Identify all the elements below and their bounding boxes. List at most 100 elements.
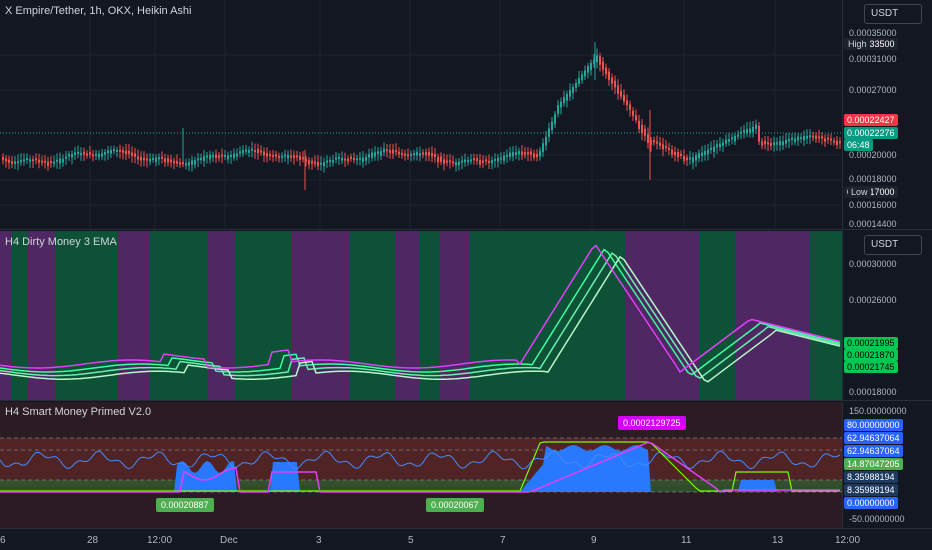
- candle-body: [143, 157, 145, 161]
- currency-unit-button[interactable]: USDT: [864, 4, 922, 24]
- price-pane[interactable]: X Empire/Tether, 1h, OKX, Heikin Ashi US…: [0, 0, 932, 230]
- candle-body: [806, 135, 808, 139]
- candle-body: [353, 157, 355, 160]
- candle-body: [647, 134, 649, 144]
- time-label: 28: [87, 535, 99, 546]
- candle-body: [734, 135, 736, 142]
- candle-body: [110, 149, 112, 154]
- candle-body: [593, 59, 595, 65]
- ema-line: [0, 252, 841, 379]
- smart-money-title[interactable]: H4 Smart Money Primed V2.0: [5, 406, 152, 418]
- candle-body: [185, 163, 187, 166]
- candle-body: [149, 158, 151, 162]
- candle-body: [368, 154, 370, 158]
- dirty-money-pane[interactable]: H4 Dirty Money 3 EMA USDT 0.00030000 0.0…: [0, 231, 932, 401]
- candle-body: [704, 151, 706, 156]
- candle-body: [626, 100, 628, 106]
- candle-body: [14, 161, 16, 165]
- smart-money-axis[interactable]: 150.00000000 80.00000000 62.94637064 62.…: [842, 402, 932, 528]
- candle-body: [254, 150, 256, 153]
- low-callout-1: 0.00020887: [156, 498, 214, 512]
- smart-money-pane[interactable]: H4 Smart Money Primed V2.0 0.0002129725 …: [0, 402, 932, 528]
- candle-body: [800, 137, 802, 140]
- candle-body: [839, 141, 841, 144]
- candle-body: [287, 154, 289, 159]
- price-chart-canvas[interactable]: [0, 0, 842, 229]
- candle-body: [773, 142, 775, 145]
- candle-body: [125, 150, 127, 155]
- dirty-money-canvas[interactable]: [0, 231, 842, 400]
- candle-body: [53, 161, 55, 164]
- candle-body: [302, 157, 304, 160]
- candle-body: [641, 124, 643, 134]
- ema-value-tag: 0.00021870: [844, 349, 898, 361]
- dirty-money-title[interactable]: H4 Dirty Money 3 EMA: [5, 236, 117, 248]
- smart-money-plot[interactable]: H4 Smart Money Primed V2.0 0.0002129725 …: [0, 402, 842, 528]
- time-axis[interactable]: 6 28 12:00 Dec 3 5 7 9 11 13 12:00: [0, 528, 932, 550]
- smart-value-tag: 8.35988194: [844, 484, 898, 496]
- trend-band: [625, 231, 700, 400]
- time-label: 7: [500, 535, 506, 546]
- candle-body: [443, 159, 445, 164]
- dirty-money-plot[interactable]: H4 Dirty Money 3 EMA: [0, 231, 842, 400]
- candle-body: [392, 149, 394, 154]
- candle-body: [794, 138, 796, 143]
- trend-band: [12, 231, 28, 400]
- candle-body: [551, 121, 553, 130]
- smart-value-tag: 8.35988194: [844, 471, 898, 483]
- candle-body: [296, 155, 298, 158]
- price-plot[interactable]: X Empire/Tether, 1h, OKX, Heikin Ashi: [0, 0, 842, 229]
- candle-body: [284, 154, 286, 157]
- candle-body: [47, 161, 49, 166]
- candle-body: [383, 148, 385, 153]
- candle-body: [455, 162, 457, 166]
- candle-body: [371, 152, 373, 158]
- overbought-zone: [0, 438, 842, 486]
- candle-body: [836, 140, 838, 146]
- candle-body: [359, 157, 361, 160]
- smart-tick: 150.00000000: [849, 406, 907, 416]
- candle-body: [578, 77, 580, 84]
- candle-body: [572, 87, 574, 94]
- candle-body: [113, 148, 115, 151]
- candle-body: [191, 160, 193, 165]
- candle-body: [11, 161, 13, 165]
- currency-unit-button[interactable]: USDT: [864, 235, 922, 255]
- symbol-title[interactable]: X Empire/Tether, 1h, OKX, Heikin Ashi: [5, 5, 192, 17]
- candle-body: [512, 152, 514, 157]
- candle-body: [623, 94, 625, 102]
- price-tick: 0.00018000: [849, 174, 897, 184]
- candle-body: [629, 104, 631, 111]
- smart-money-canvas[interactable]: [0, 402, 842, 528]
- candle-body: [497, 157, 499, 162]
- candle-body: [305, 158, 307, 162]
- candle-body: [599, 56, 601, 65]
- candle-body: [605, 67, 607, 75]
- candle-body: [761, 141, 763, 146]
- candle-body: [119, 149, 121, 152]
- candle-body: [161, 156, 163, 159]
- candle-body: [350, 156, 352, 159]
- time-label: 12:00: [147, 535, 173, 546]
- dirty-tick: 0.00030000: [849, 259, 897, 269]
- candle-body: [752, 126, 754, 133]
- candle-body: [413, 153, 415, 156]
- candle-body: [62, 158, 64, 163]
- candle-body: [566, 93, 568, 101]
- candle-body: [710, 147, 712, 150]
- peak-callout: 0.0002129725: [618, 416, 686, 430]
- time-label: 9: [591, 535, 597, 546]
- candle-body: [821, 136, 823, 139]
- candle-body: [632, 110, 634, 116]
- ema-value-tag: 0.00021745: [844, 361, 898, 373]
- dirty-money-axis[interactable]: USDT 0.00030000 0.00026000 0.00018000 0.…: [842, 231, 932, 400]
- candle-body: [698, 152, 700, 159]
- price-tick: 0.00020000: [849, 150, 897, 160]
- candle-body: [35, 158, 37, 161]
- candle-body: [527, 151, 529, 155]
- smart-money-area: [0, 445, 842, 492]
- candle-body: [680, 153, 682, 156]
- candle-body: [68, 154, 70, 157]
- candle-body: [617, 85, 619, 94]
- candle-body: [503, 155, 505, 161]
